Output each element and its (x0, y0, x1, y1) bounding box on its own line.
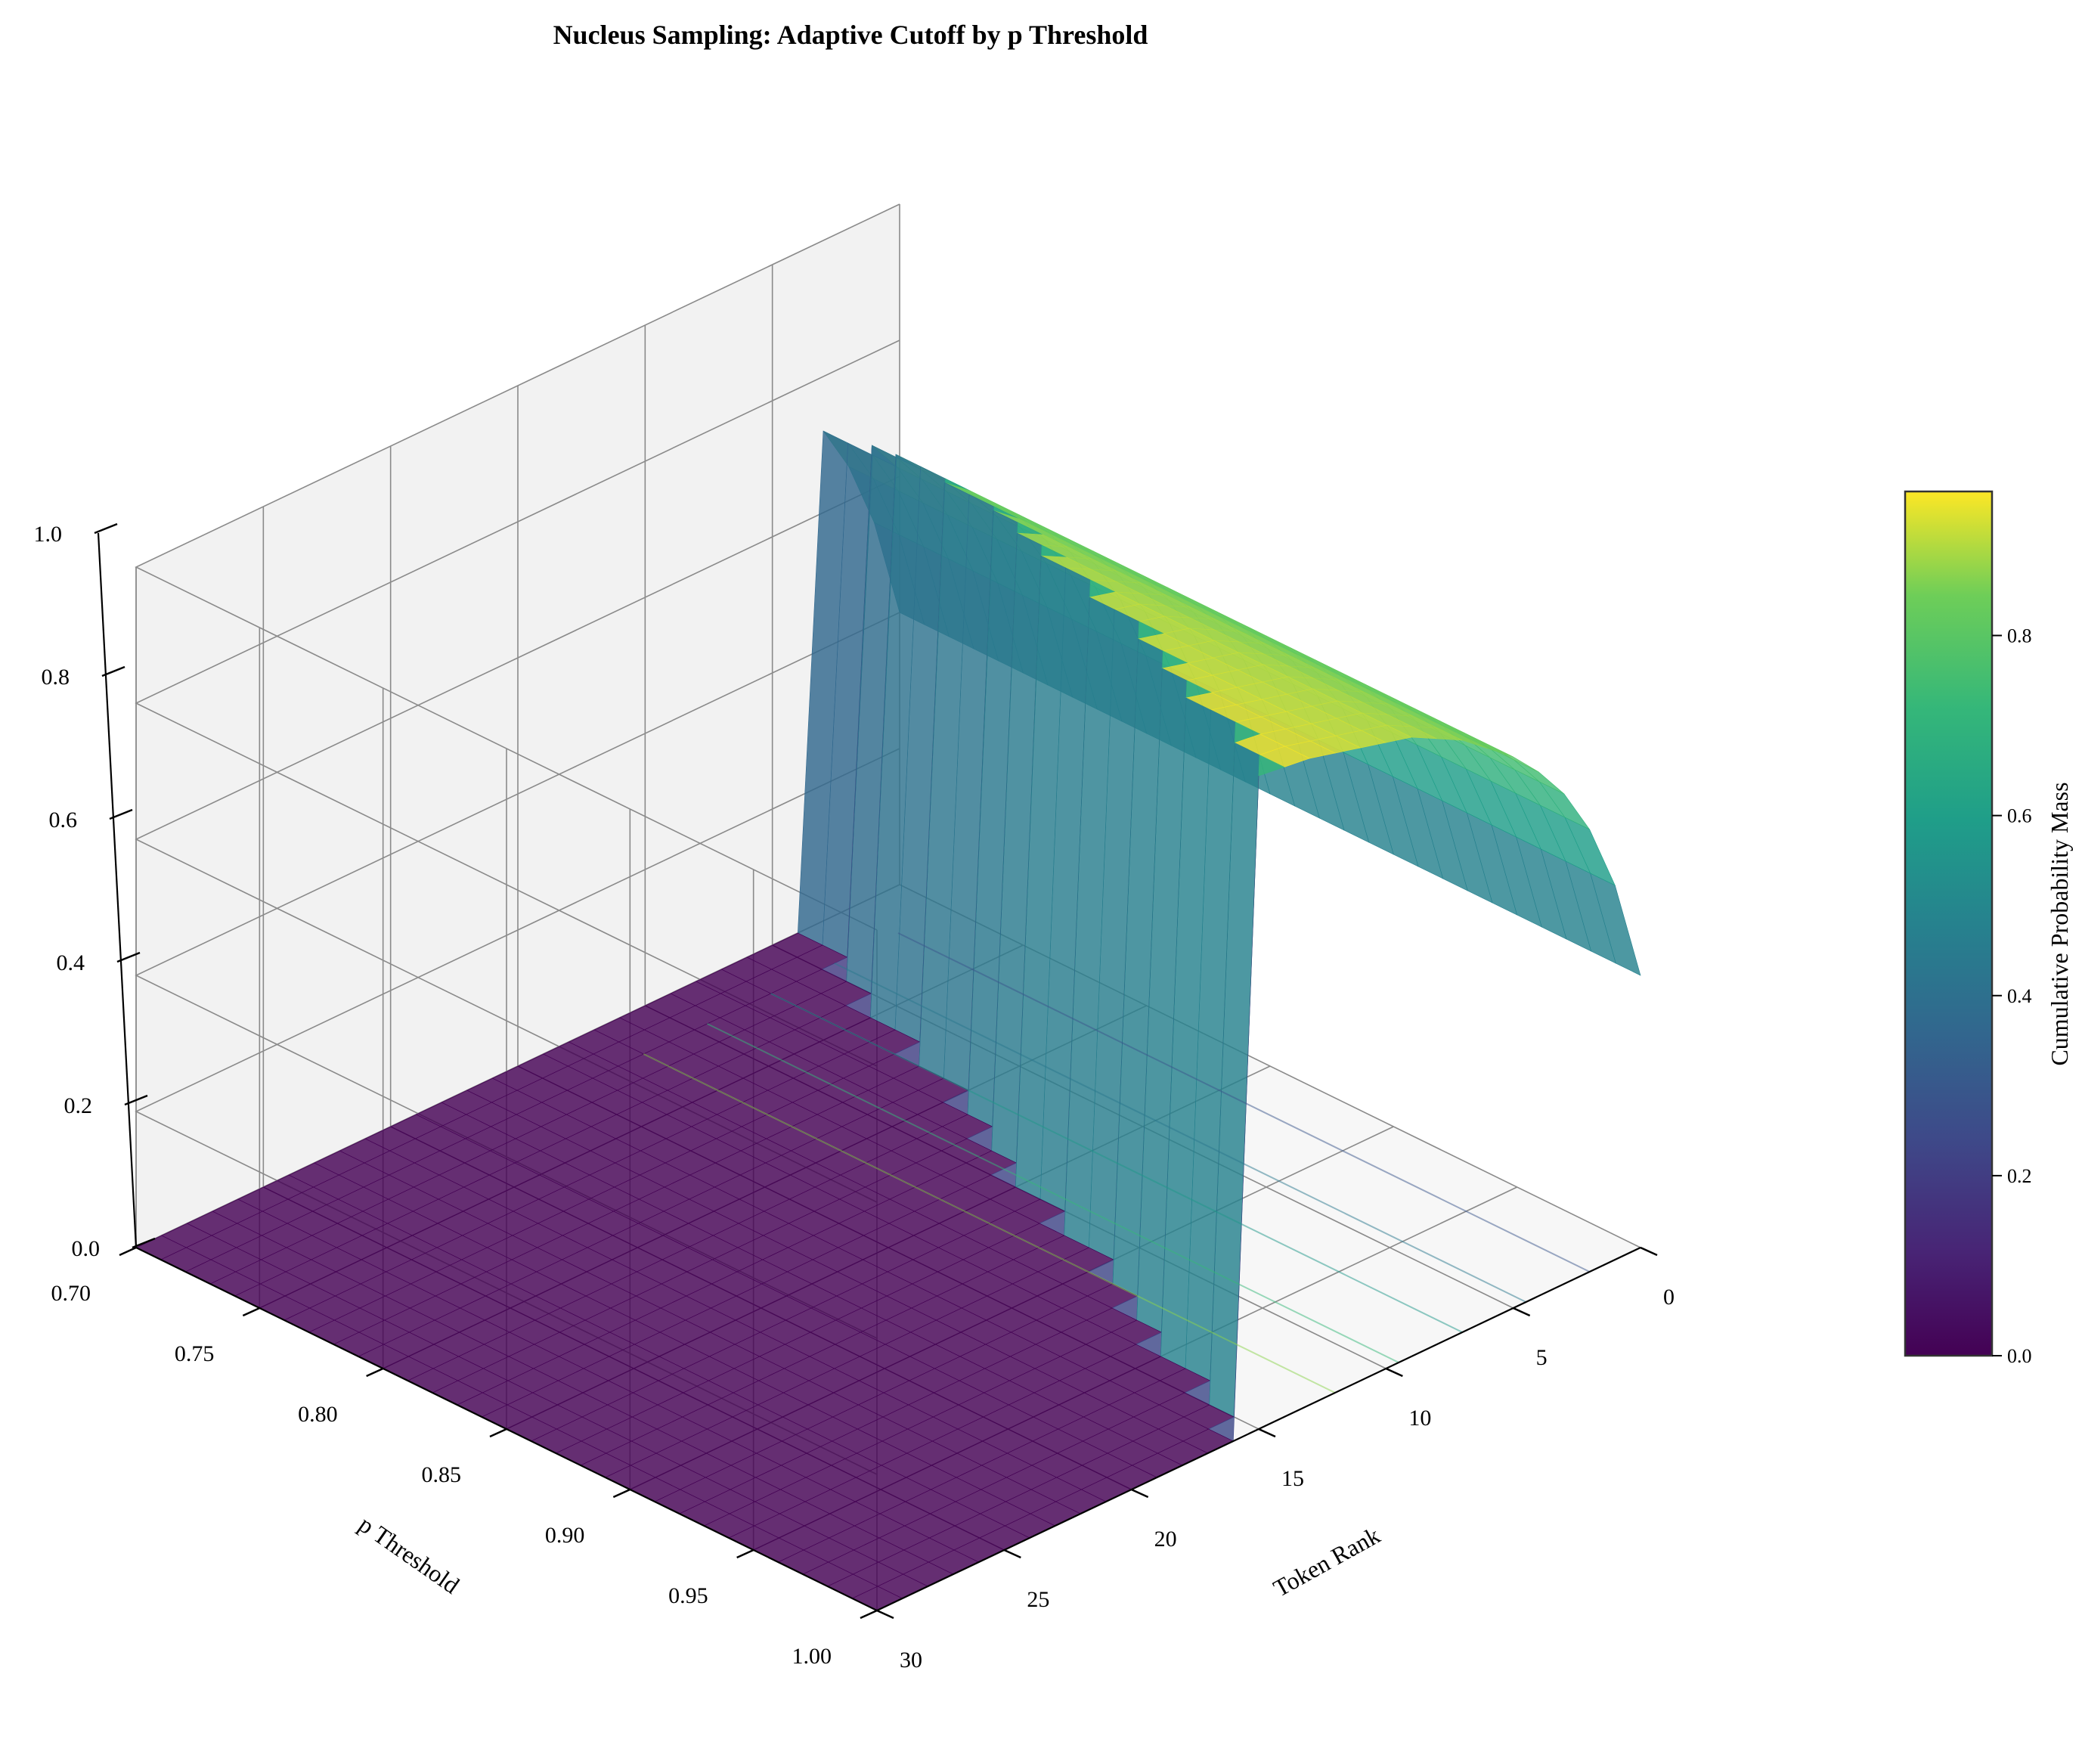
colorbar-label: Cumulative Probability Mass (2046, 782, 2073, 1065)
z-tick-label: 0.4 (57, 950, 85, 975)
z-tick-label: 0.0 (72, 1236, 101, 1261)
x-tick (1131, 1488, 1149, 1499)
colorbar-tick-label: 0.4 (2007, 985, 2032, 1007)
y-tick-label: 0.90 (545, 1523, 585, 1548)
colorbar-gradient (1904, 490, 1994, 1357)
y-tick-label: 0.85 (422, 1462, 462, 1487)
y-tick-label: 0.75 (175, 1341, 215, 1366)
floor-contours (643, 932, 1591, 1394)
z-tick-label: 0.2 (64, 1093, 93, 1118)
x-tick-label: 20 (1154, 1527, 1177, 1552)
y-tick (242, 1307, 260, 1317)
colorbar-tick-label: 0.0 (2007, 1345, 2032, 1367)
x-tick (1513, 1307, 1531, 1317)
y-tick (119, 1246, 137, 1257)
surface-plot (135, 430, 1641, 1611)
y-tick (489, 1428, 507, 1438)
tick-labels: 0.0 0.2 0.4 0.6 0.8 1.0 0.70 0.75 0.80 0.85 0.90 0.… (34, 522, 1675, 1673)
z-tick-label: 0.8 (42, 665, 70, 690)
contour-line (834, 963, 1526, 1303)
x-tick (1385, 1367, 1403, 1378)
z-tick (109, 808, 133, 820)
y-tick (366, 1367, 384, 1378)
z-tick (124, 1094, 148, 1106)
y-tick (736, 1549, 754, 1559)
x-tick (876, 1609, 894, 1620)
y-tick-label: 0.70 (51, 1281, 91, 1306)
y-axis-label: p Threshold (354, 1510, 464, 1598)
z-axis-line (97, 532, 138, 1248)
y-tick-label: 0.95 (668, 1583, 708, 1608)
z-tick (101, 665, 125, 677)
x-tick-label: 10 (1408, 1406, 1431, 1431)
y-tick (612, 1488, 630, 1499)
chart-title: Nucleus Sampling: Adaptive Cutoff by p T… (553, 20, 1148, 50)
x-tick-label: 15 (1281, 1466, 1304, 1491)
x-tick-label: 25 (1027, 1587, 1049, 1612)
contour-line (770, 993, 1463, 1333)
x-tick-label: 30 (900, 1648, 922, 1673)
y-tick-label: 0.80 (298, 1402, 338, 1427)
colorbar: 0.0 0.2 0.4 0.6 0.8 Cumulative Probability M… (1904, 490, 2073, 1367)
z-tick-label: 1.0 (34, 522, 63, 547)
x-axis-label: Token Rank (1269, 1521, 1384, 1602)
z-tick (116, 951, 141, 963)
y-tick-label: 1.00 (792, 1644, 832, 1669)
x-tick (1258, 1428, 1276, 1438)
x-tick (1640, 1246, 1658, 1257)
contour-line (897, 932, 1591, 1273)
x-tick-label: 0 (1663, 1285, 1675, 1310)
contour-line (707, 1023, 1399, 1363)
x-tick (1003, 1549, 1021, 1559)
x-tick-label: 5 (1536, 1345, 1548, 1370)
contour-line (643, 1053, 1336, 1394)
z-tick (132, 1237, 156, 1249)
colorbar-tick-label: 0.8 (2007, 625, 2032, 647)
z-tick-label: 0.6 (49, 808, 78, 832)
y-tick (860, 1609, 878, 1620)
colorbar-tick-label: 0.2 (2007, 1165, 2032, 1187)
z-tick (94, 522, 118, 535)
colorbar-tick-label: 0.6 (2007, 805, 2032, 827)
